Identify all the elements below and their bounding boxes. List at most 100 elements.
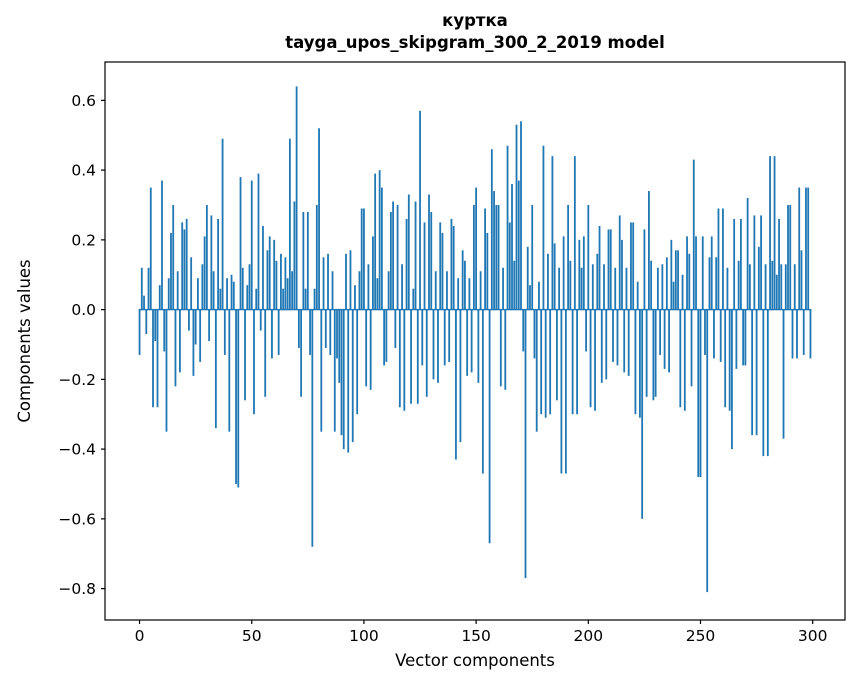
bar bbox=[235, 309, 237, 484]
bar bbox=[607, 229, 610, 310]
bar bbox=[414, 201, 417, 310]
bar bbox=[529, 285, 531, 310]
bar bbox=[170, 232, 172, 310]
bar bbox=[605, 309, 608, 380]
bar bbox=[306, 211, 309, 310]
bar bbox=[562, 236, 565, 310]
bar bbox=[179, 309, 181, 373]
bar bbox=[327, 253, 329, 310]
bar bbox=[286, 278, 289, 310]
bar bbox=[802, 309, 805, 355]
bar bbox=[625, 267, 628, 310]
bar bbox=[295, 86, 298, 310]
bar bbox=[719, 309, 722, 362]
bar bbox=[668, 309, 670, 373]
bar bbox=[697, 309, 700, 478]
bar bbox=[659, 309, 662, 355]
chart-title-model: tayga_upos_skipgram_300_2_2019 model bbox=[285, 33, 665, 52]
bar bbox=[571, 309, 574, 415]
bar bbox=[425, 309, 428, 397]
bar bbox=[378, 170, 381, 310]
bar bbox=[576, 309, 578, 415]
bar bbox=[163, 309, 166, 352]
bar bbox=[275, 260, 278, 310]
bar bbox=[472, 204, 475, 310]
y-tick-label: 0.2 bbox=[71, 231, 96, 249]
bar bbox=[630, 222, 632, 310]
bar bbox=[374, 173, 377, 310]
bar bbox=[443, 309, 446, 366]
bar bbox=[432, 309, 435, 380]
bar bbox=[452, 225, 455, 310]
bar bbox=[524, 309, 527, 579]
bar bbox=[739, 218, 742, 310]
bar bbox=[656, 267, 659, 310]
bar bbox=[345, 253, 347, 310]
bar bbox=[158, 285, 161, 310]
bar bbox=[340, 309, 343, 436]
bar bbox=[728, 309, 731, 411]
bar bbox=[304, 288, 307, 310]
bar bbox=[203, 236, 206, 310]
bar bbox=[387, 271, 390, 310]
bar bbox=[412, 288, 415, 310]
ticks-group: 0 50 100 150 200 250 300 0.6 0.4 0.2 0.0 −0.2 −0.4 −0… bbox=[58, 92, 827, 645]
bar bbox=[313, 288, 316, 310]
bar bbox=[351, 309, 354, 443]
bar bbox=[567, 204, 570, 310]
bar bbox=[627, 309, 630, 376]
y-tick-label: −0.8 bbox=[58, 580, 96, 598]
bar bbox=[324, 309, 327, 348]
bar bbox=[511, 184, 513, 310]
bar bbox=[538, 281, 540, 310]
bar bbox=[385, 309, 388, 362]
bar bbox=[219, 288, 222, 310]
bar bbox=[618, 215, 621, 310]
bar bbox=[587, 204, 590, 310]
bar bbox=[322, 257, 325, 310]
bar bbox=[241, 267, 244, 310]
bar bbox=[183, 229, 186, 310]
bar bbox=[214, 309, 217, 429]
bar bbox=[560, 309, 563, 474]
bar bbox=[205, 204, 208, 310]
bar bbox=[174, 309, 177, 387]
bar bbox=[665, 257, 668, 310]
bar bbox=[513, 260, 516, 310]
bar bbox=[522, 309, 525, 352]
bar bbox=[798, 187, 801, 310]
bar bbox=[277, 309, 280, 355]
bar bbox=[578, 239, 581, 310]
bar bbox=[486, 232, 489, 310]
bar bbox=[246, 285, 249, 310]
bar bbox=[188, 309, 190, 331]
bar bbox=[692, 159, 695, 310]
bar bbox=[152, 309, 154, 408]
y-tick-label: −0.4 bbox=[58, 441, 96, 459]
bar bbox=[419, 110, 421, 310]
y-tick-label: −0.2 bbox=[58, 371, 96, 389]
bar bbox=[553, 243, 556, 310]
bar bbox=[167, 278, 170, 310]
bar bbox=[450, 218, 453, 310]
bar bbox=[755, 309, 758, 436]
bar bbox=[766, 309, 769, 457]
bar bbox=[255, 288, 258, 310]
bar bbox=[787, 204, 789, 310]
bar bbox=[775, 274, 778, 310]
bar bbox=[253, 309, 255, 415]
bars-group bbox=[138, 86, 812, 593]
bar bbox=[726, 267, 729, 310]
x-tick-label: 100 bbox=[349, 627, 379, 645]
bar bbox=[710, 236, 713, 310]
bar bbox=[544, 309, 547, 418]
bar bbox=[143, 295, 145, 310]
bar bbox=[446, 271, 448, 310]
bar bbox=[248, 264, 251, 310]
bar bbox=[490, 149, 493, 310]
bar bbox=[778, 218, 780, 310]
bar bbox=[623, 309, 626, 373]
bar bbox=[470, 309, 473, 373]
